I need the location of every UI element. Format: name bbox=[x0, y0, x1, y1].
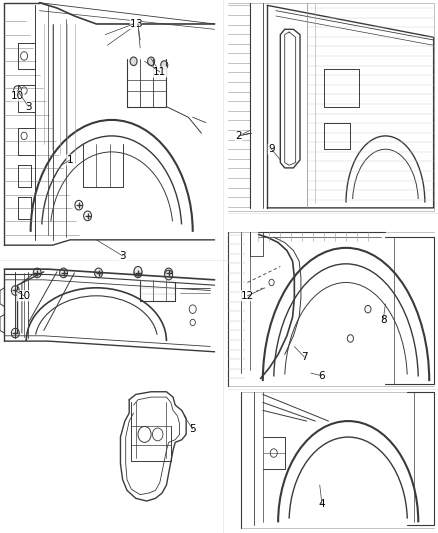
Text: 10: 10 bbox=[11, 91, 24, 101]
Text: 1: 1 bbox=[67, 155, 74, 165]
Text: 3: 3 bbox=[25, 102, 32, 111]
Text: 4: 4 bbox=[318, 499, 325, 508]
Text: 6: 6 bbox=[318, 371, 325, 381]
Circle shape bbox=[84, 211, 92, 221]
Circle shape bbox=[134, 268, 142, 278]
Text: 8: 8 bbox=[380, 315, 387, 325]
Circle shape bbox=[130, 57, 137, 66]
Circle shape bbox=[134, 266, 142, 276]
Text: 9: 9 bbox=[268, 144, 275, 154]
Circle shape bbox=[95, 268, 102, 278]
Text: 11: 11 bbox=[153, 67, 166, 77]
Circle shape bbox=[11, 286, 19, 295]
Text: 2: 2 bbox=[235, 131, 242, 141]
Circle shape bbox=[165, 270, 173, 280]
Circle shape bbox=[14, 86, 21, 95]
Circle shape bbox=[60, 268, 67, 278]
Text: 3: 3 bbox=[119, 251, 126, 261]
Text: 5: 5 bbox=[189, 424, 196, 434]
Text: 10: 10 bbox=[18, 291, 31, 301]
Text: 1: 1 bbox=[130, 19, 137, 29]
Circle shape bbox=[11, 328, 19, 338]
Text: 7: 7 bbox=[301, 352, 308, 362]
Text: 3: 3 bbox=[134, 19, 141, 29]
Circle shape bbox=[75, 200, 83, 210]
Circle shape bbox=[165, 268, 173, 278]
Text: 12: 12 bbox=[241, 291, 254, 301]
Circle shape bbox=[161, 61, 168, 69]
Circle shape bbox=[148, 57, 155, 66]
Circle shape bbox=[33, 268, 41, 278]
